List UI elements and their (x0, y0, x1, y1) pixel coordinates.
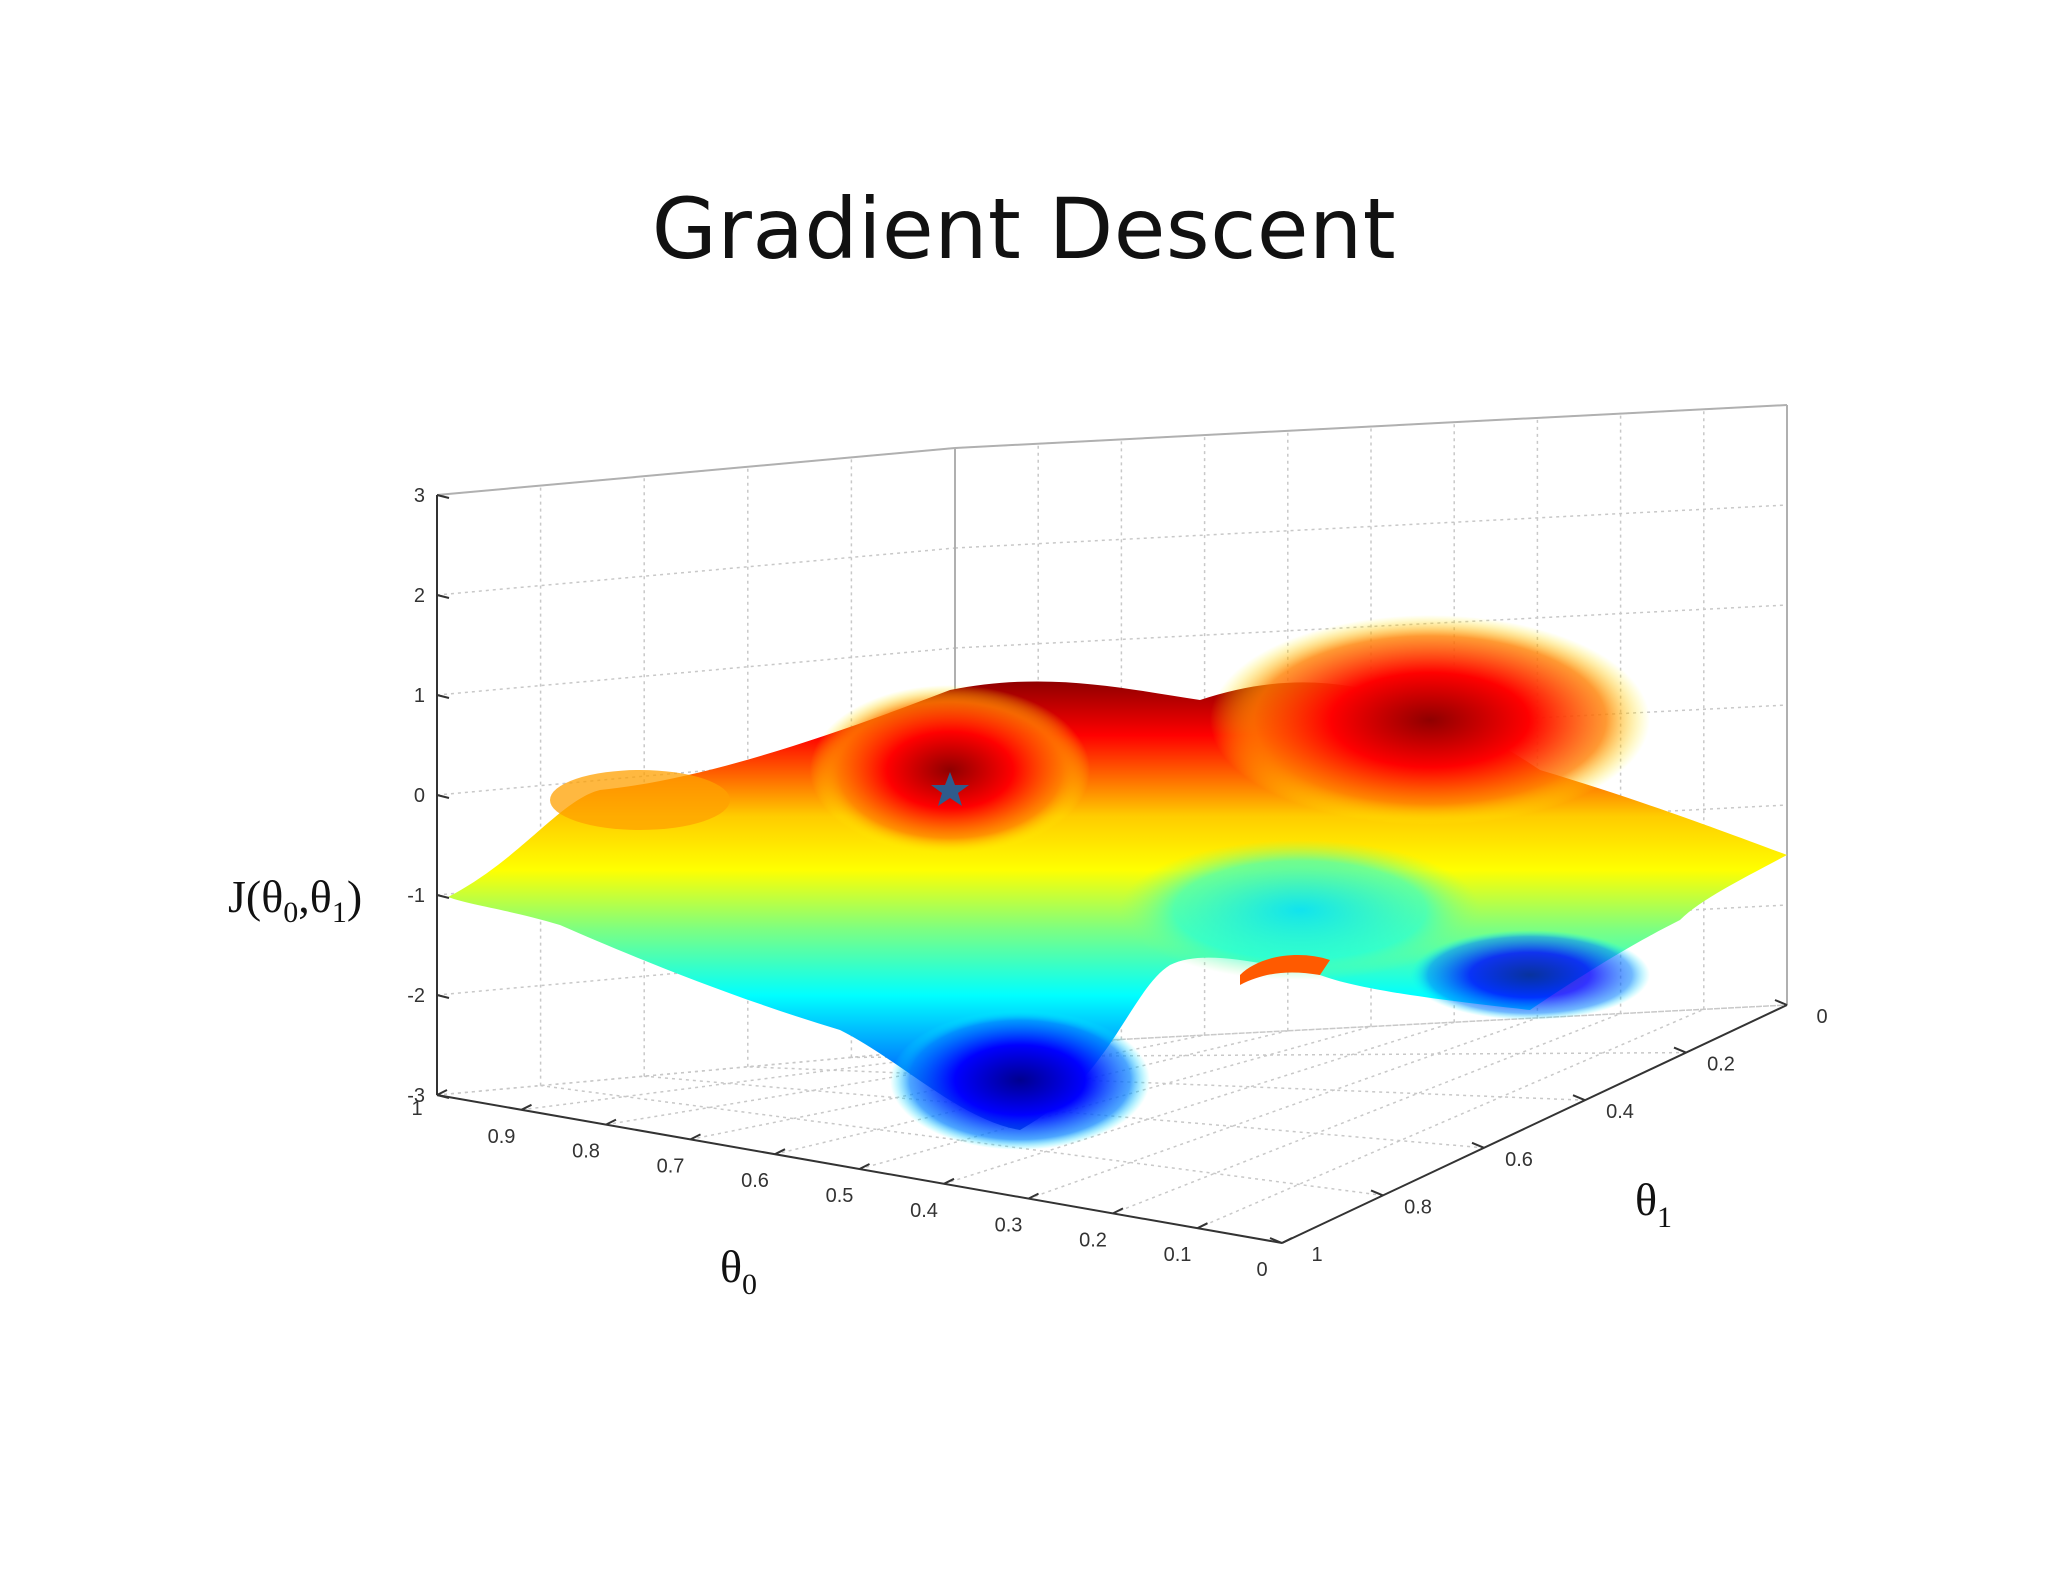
z-axis-label: J(θ0,θ1) (228, 871, 362, 929)
peak-left (810, 685, 1090, 855)
ridge-left (550, 770, 730, 830)
front-axes (436, 494, 1788, 1244)
j-tick-label: 2 (414, 585, 425, 607)
theta1-axis-line (1281, 1004, 1788, 1244)
theta0-tick (1281, 1237, 1293, 1244)
grid-line (1112, 1012, 1621, 1215)
grid-line (1197, 1008, 1705, 1229)
theta1-tick (1370, 1189, 1384, 1197)
grid-line (859, 1025, 1372, 1170)
theta0-tick-label: 0.6 (741, 1170, 769, 1192)
slide-title: Gradient Descent (651, 180, 1397, 278)
tick-labels: 1 0.9 0.8 0.7 0.6 0.5 0.4 0.3 0.2 0.1 0 0 0.2 0.4 0.6 0… (407, 485, 1827, 1281)
theta0-tick-label: 0.7 (657, 1155, 685, 1177)
box-edge (436, 447, 956, 496)
j-tick-label: 0 (414, 785, 425, 807)
j-tick (436, 894, 450, 899)
theta1-tick-label: 1 (1311, 1244, 1322, 1266)
grid-line (954, 504, 1788, 549)
box-edge (954, 404, 1788, 449)
theta1-tick-label: 0.6 (1505, 1149, 1533, 1171)
theta1-tick-label: 0.2 (1707, 1054, 1735, 1076)
theta0-tick (605, 1118, 617, 1126)
grid-line (1028, 1017, 1538, 1200)
orange-fold (1240, 955, 1330, 985)
theta0-tick (1197, 1222, 1208, 1230)
grid-line (747, 1066, 1586, 1101)
grid-line (540, 1084, 1384, 1197)
theta1-tick-label: 0.8 (1404, 1196, 1432, 1218)
theta0-tick-label: 0.8 (572, 1141, 600, 1163)
j-tick-label: 1 (414, 685, 425, 707)
j-tick-label: -3 (407, 1085, 425, 1107)
x-axis-label: θ0 (720, 1241, 757, 1301)
theta0-tick-label: 0.1 (1164, 1244, 1192, 1266)
grid-line (436, 747, 956, 796)
j-tick-label: -2 (407, 985, 425, 1007)
j-tick (436, 694, 450, 699)
theta0-tick (1112, 1207, 1124, 1215)
theta1-tick (1774, 999, 1788, 1006)
theta0-tick (690, 1133, 701, 1141)
cyan-patch (1120, 840, 1480, 980)
peak-right (1210, 615, 1650, 825)
theta0-tick-label: 0.2 (1079, 1229, 1107, 1251)
surface (448, 615, 1787, 1150)
j-tick (436, 594, 450, 599)
theta0-tick (436, 1089, 448, 1096)
theta0-tick (774, 1148, 786, 1156)
theta1-tick-label: 0.4 (1606, 1101, 1634, 1123)
theta0-tick (521, 1103, 532, 1111)
theta1-tick-label: 0 (1816, 1006, 1827, 1028)
valley-center (890, 1010, 1150, 1150)
theta0-tick-label: 0 (1256, 1259, 1267, 1281)
theta0-tick-label: 0.9 (488, 1126, 516, 1148)
grid-line (954, 1004, 1788, 1049)
theta0-tick-label: 1 (411, 1098, 422, 1120)
y-axis-label: θ1 (1635, 1174, 1672, 1234)
theta1-tick (1673, 1046, 1687, 1054)
marker-star (931, 772, 969, 806)
grid-line (954, 604, 1788, 649)
valley-right (1410, 930, 1650, 1020)
theta0-tick-label: 0.4 (910, 1200, 938, 1222)
j-tick-label: -1 (407, 885, 425, 907)
grid-line (943, 1021, 1455, 1185)
theta1-tick (1471, 1141, 1485, 1149)
j-tick-label: 3 (414, 485, 425, 507)
j-tick (436, 494, 450, 499)
theta0-tick-label: 0.5 (826, 1185, 854, 1207)
theta0-tick (859, 1163, 870, 1170)
grid-line (436, 1047, 956, 1096)
theta0-tick (943, 1177, 955, 1185)
theta0-tick-label: 0.3 (995, 1215, 1023, 1237)
j-tick (436, 794, 450, 799)
grid-line (436, 647, 956, 696)
theta0-tick (1028, 1192, 1039, 1200)
j-tick (436, 1094, 450, 1099)
theta1-tick (1269, 1237, 1283, 1244)
theta1-tick (1572, 1094, 1586, 1102)
grid-line (436, 547, 956, 596)
j-tick (436, 994, 450, 999)
